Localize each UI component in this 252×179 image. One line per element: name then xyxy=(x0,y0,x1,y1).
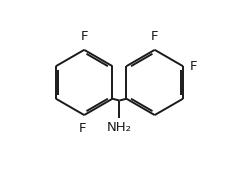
Text: NH₂: NH₂ xyxy=(107,121,132,134)
Text: F: F xyxy=(78,122,86,135)
Text: F: F xyxy=(150,30,158,43)
Text: F: F xyxy=(80,30,88,43)
Text: F: F xyxy=(189,60,196,73)
